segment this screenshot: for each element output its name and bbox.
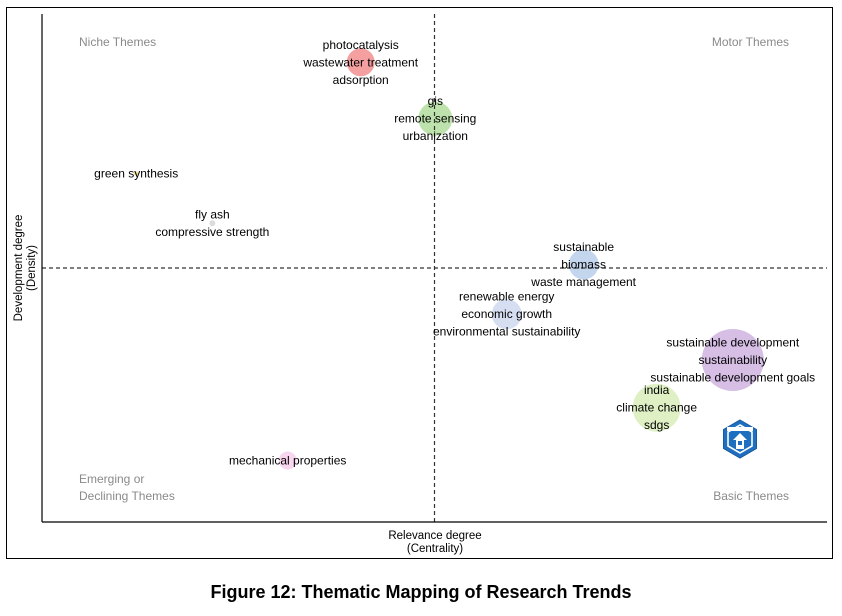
figure-caption: Figure 12: Thematic Mapping of Research … (210, 582, 632, 602)
cluster-3-term-label: green synthesis (94, 167, 178, 181)
cluster-1-term-label: wastewater treatment (302, 55, 418, 69)
cluster-2-term-label: gis (428, 94, 443, 108)
axis-titles: Relevance degree(Centrality) Development … (13, 215, 482, 555)
cluster-8-term-label: india (644, 383, 670, 397)
cluster-2-term-label: remote sensing (394, 112, 476, 126)
cluster-7-term-label: sustainability (698, 353, 767, 367)
cluster-bubble-2 (418, 101, 453, 136)
chart-frame (6, 7, 833, 559)
cluster-9-term-label: mechanical properties (229, 454, 346, 468)
cluster-1-term-label: adsorption (333, 73, 389, 87)
quadrant-label-emerging-declining-themes: Declining Themes (79, 489, 175, 503)
term-labels-layer: photocatalysis wastewater treatment adsorp… (94, 38, 815, 468)
quadrant-label-basic-themes: Basic Themes (713, 489, 789, 503)
cluster-5-term-label: waste management (530, 275, 636, 289)
cluster-bubble-4 (209, 220, 216, 227)
quadrant-label-motor-themes: Motor Themes (712, 35, 789, 49)
cluster-bubble-7 (701, 328, 764, 391)
quadrant-labels: Niche Themes Motor Themes Emerging or Decli… (79, 35, 789, 503)
quadrant-dividers (42, 14, 827, 522)
cluster-6-term-label: economic growth (461, 307, 552, 321)
cluster-8-term-label: climate change (616, 401, 697, 415)
cluster-7-term-label: sustainable development (666, 335, 799, 349)
cluster-bubble-3 (134, 171, 139, 176)
cluster-5-term-label: biomass (561, 257, 606, 271)
logo-tower-window-icon (738, 441, 742, 445)
quadrant-label-niche-themes: Niche Themes (79, 35, 156, 49)
cluster-bubble-8 (632, 383, 681, 432)
cluster-8-term-label: sdgs (644, 418, 669, 432)
cluster-6-term-label: renewable energy (459, 290, 554, 304)
cluster-4-term-label: fly ash (195, 208, 230, 222)
cluster-bubble-1 (346, 48, 375, 77)
cluster-7-term-label: sustainable development goals (650, 370, 815, 384)
cluster-bubble-9 (278, 451, 297, 470)
bubbles-layer (134, 48, 764, 470)
logo-inner-hexagon-icon (727, 424, 753, 454)
y-axis-title: (Density) (26, 245, 38, 291)
quadrant-label-emerging-declining-themes: Emerging or (79, 472, 144, 486)
cluster-4-term-label: compressive strength (155, 225, 269, 239)
x-axis-title: Relevance degree (388, 530, 481, 542)
y-axis-title: Development degree (13, 215, 25, 322)
axes (41, 14, 827, 523)
cluster-6-term-label: environmental sustainability (433, 325, 580, 339)
x-axis-title: (Centrality) (407, 543, 463, 555)
cluster-5-term-label: sustainable (553, 240, 614, 254)
cluster-1-term-label: photocatalysis (323, 38, 399, 52)
cluster-bubble-5 (568, 249, 599, 280)
biblioshiny-logo (723, 419, 757, 459)
cluster-bubble-6 (491, 299, 522, 330)
cluster-2-term-label: urbanization (403, 129, 468, 143)
logo-banner-icon (727, 427, 753, 431)
